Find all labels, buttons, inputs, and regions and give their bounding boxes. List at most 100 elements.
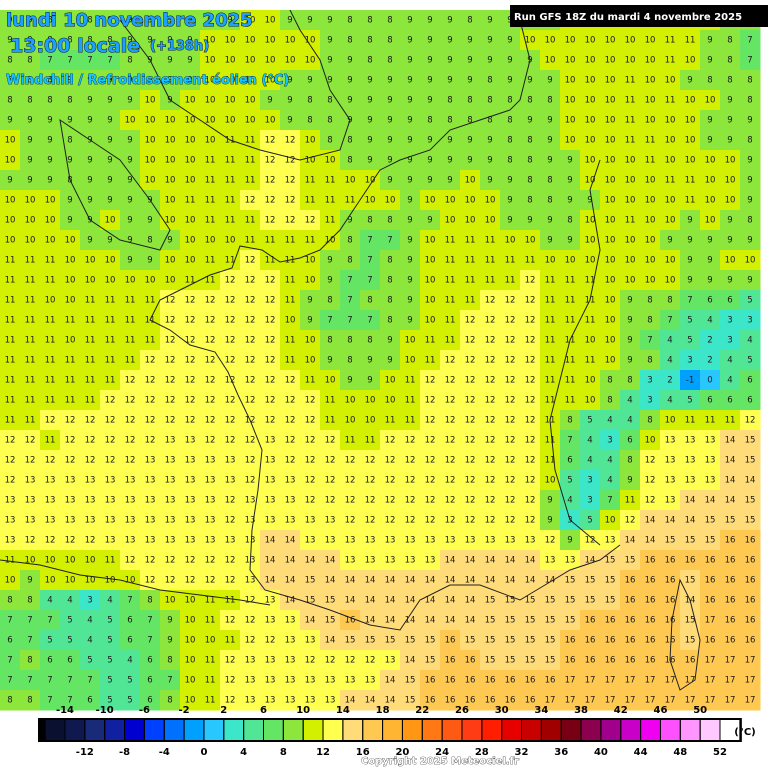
field-cell (720, 310, 741, 331)
field-cell (20, 130, 41, 151)
field-cell (480, 690, 501, 711)
field-cell (620, 550, 641, 571)
grid-value: 10 (145, 136, 156, 146)
grid-value: 11 (185, 276, 196, 286)
field-cell (560, 550, 581, 571)
field-cell (520, 330, 541, 351)
legend-label: 38 (574, 705, 588, 716)
field-cell (0, 270, 21, 291)
field-cell (520, 450, 541, 471)
grid-value: 11 (545, 436, 556, 446)
grid-value: 13 (285, 516, 296, 526)
grid-value: 14 (645, 516, 656, 526)
field-cell (80, 250, 101, 271)
grid-value: 7 (147, 616, 152, 626)
grid-value: 12 (245, 196, 256, 206)
field-cell (360, 330, 381, 351)
grid-value: 16 (705, 556, 716, 566)
grid-value: 9 (487, 56, 492, 66)
grid-value: 9 (447, 176, 452, 186)
field-cell (540, 470, 561, 491)
field-cell (20, 70, 41, 91)
field-cell (60, 550, 81, 571)
grid-value: 3 (587, 496, 592, 506)
field-cell (620, 630, 641, 651)
grid-value: 12 (225, 576, 236, 586)
field-cell (560, 370, 581, 391)
field-cell (420, 490, 441, 511)
field-cell (460, 10, 481, 31)
field-cell (260, 530, 281, 551)
field-cell (680, 690, 701, 711)
field-cell (40, 230, 61, 251)
grid-value: 10 (45, 576, 56, 586)
grid-value: 12 (205, 376, 216, 386)
grid-value: 16 (465, 696, 476, 706)
field-cell (600, 550, 621, 571)
grid-value: 16 (705, 636, 716, 646)
field-cell (380, 410, 401, 431)
field-cell (620, 30, 641, 51)
grid-value: 7 (107, 56, 112, 66)
grid-value: 17 (625, 696, 636, 706)
field-cell (320, 630, 341, 651)
grid-value: 11 (285, 276, 296, 286)
field-cell (60, 670, 81, 691)
field-cell (540, 650, 561, 671)
grid-value: 11 (305, 376, 316, 386)
grid-value: 15 (325, 596, 336, 606)
field-cell (140, 330, 161, 351)
grid-value: 14 (405, 616, 416, 626)
field-cell (120, 590, 141, 611)
grid-value: 17 (585, 676, 596, 686)
field-cell (100, 70, 121, 91)
grid-value: 13 (705, 476, 716, 486)
field-cell (280, 430, 301, 451)
grid-value: 12 (425, 496, 436, 506)
legend-label: 46 (653, 705, 667, 716)
legend-label: -6 (139, 705, 150, 716)
grid-value: 15 (525, 656, 536, 666)
grid-value: 9 (407, 256, 412, 266)
grid-value: 12 (265, 196, 276, 206)
grid-value: 12 (225, 276, 236, 286)
grid-value: 11 (285, 256, 296, 266)
field-cell (260, 110, 281, 131)
field-cell (440, 470, 461, 491)
grid-value: 11 (305, 236, 316, 246)
grid-value: 13 (165, 516, 176, 526)
field-cell (340, 270, 361, 291)
grid-value: 12 (245, 256, 256, 266)
field-cell (380, 470, 401, 491)
grid-value: 17 (565, 696, 576, 706)
field-cell (20, 370, 41, 391)
grid-value: 9 (147, 256, 152, 266)
grid-value: 14 (545, 576, 556, 586)
grid-value: 8 (47, 76, 52, 86)
field-cell (80, 330, 101, 351)
grid-value: 8 (347, 156, 352, 166)
field-cell (640, 50, 661, 71)
field-cell (700, 610, 721, 631)
grid-value: 10 (585, 76, 596, 86)
grid-value: 8 (27, 596, 32, 606)
grid-value: 12 (485, 476, 496, 486)
grid-value: 10 (565, 76, 576, 86)
grid-value: 15 (665, 536, 676, 546)
grid-value: 9 (7, 176, 12, 186)
grid-value: 10 (205, 236, 216, 246)
grid-value: 8 (67, 96, 72, 106)
grid-value: 12 (285, 436, 296, 446)
field-cell (520, 290, 541, 311)
field-cell (300, 310, 321, 331)
field-cell (220, 150, 241, 171)
field-cell (360, 310, 381, 331)
field-cell (120, 90, 141, 111)
field-cell (660, 110, 681, 131)
field-cell (140, 450, 161, 471)
field-cell (700, 450, 721, 471)
grid-value: 14 (365, 616, 376, 626)
field-cell (300, 450, 321, 471)
grid-value: 10 (165, 176, 176, 186)
field-cell (520, 690, 541, 711)
